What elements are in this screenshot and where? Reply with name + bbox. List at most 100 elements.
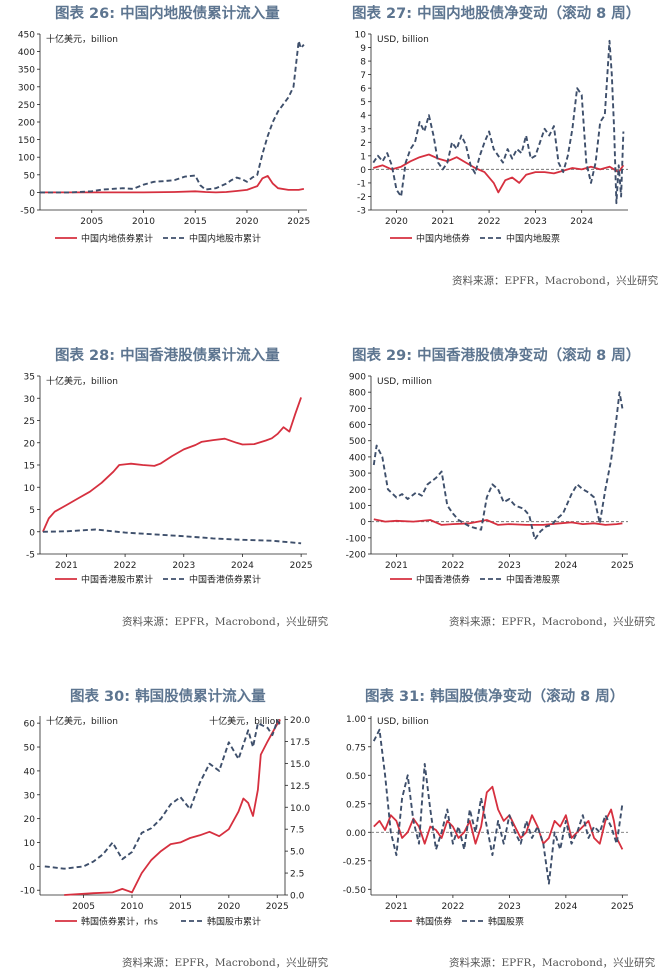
chart-31-svg: 1.00 0.75 0.50 0.25 0.00 -0.25 -0.50 2021 2022 20… [343,715,634,928]
legend-label: 韩国债券累计，rhs [81,916,158,928]
series-line-0 [373,153,625,194]
series-line-1 [372,39,625,205]
x-tick-label: 2025 [611,902,634,912]
chart-title: 图表 27: 中国内地股债净变动（滚动 8 周） [352,6,641,22]
y-tick-label: 100 [18,154,35,164]
y-tick-label: 0 [360,166,366,176]
y-right-tick-label: 0.0 [290,892,305,902]
y-tick-label: 20 [24,439,36,449]
chart-source: 资料来源：EPFR，Macrobond，兴业研究 [122,957,329,969]
y-tick-label: 450 [18,31,35,41]
x-tick-label: 2005 [72,902,95,912]
x-tick-label: 2020 [385,217,408,227]
x-tick-label: 2010 [132,217,155,227]
x-tick-label: 2025 [287,217,310,227]
unit-label: USD, billion [377,35,429,45]
chart-title: 图表 30: 韩国股债累计流入量 [70,689,266,705]
legend-label: 中国内地债券 [416,233,470,245]
x-tick-label: 2025 [611,561,634,571]
x-tick-label: 2015 [184,217,207,227]
chart-source: 资料来源：EPFR，Macrobond，兴业研究 [449,957,656,969]
y-tick-label: 3 [360,125,366,135]
y-tick-label: -2 [357,193,366,203]
chart-29-svg: 900 800 700 600 500 400 300 200 100 0 -100 -200 2021… [346,373,634,586]
x-tick-label: 2024 [231,561,254,571]
y-tick-label: -3 [357,207,366,217]
chart-26-svg: 450 400 350 300 250 200 150 100 50 0 -50 2005 2010 20… [18,31,310,245]
y-tick-label: 9 [360,44,366,54]
x-tick-label: 2005 [80,217,103,227]
x-tick-label: 2023 [498,561,521,571]
y-tick-label: 10 [24,484,36,494]
x-tick-label: 2021 [385,561,408,571]
x-tick-label: 2021 [55,561,78,571]
y-tick-label: 50 [24,171,36,181]
y-tick-label: 8 [360,58,366,68]
y-tick-label: 25 [24,417,35,427]
legend-label: 韩国债券 [416,916,452,928]
unit-label: USD, billion [377,717,429,727]
y-tick-label: 2 [360,139,366,149]
chart-title: 图表 29: 中国香港股债净变动（滚动 8 周） [352,348,641,364]
x-tick-label: 2025 [266,902,289,912]
y-tick-label: -50 [20,207,35,217]
x-tick-label: 2025 [290,561,313,571]
y-tick-label: 350 [18,66,35,76]
series-line-1 [44,719,282,870]
chart-title: 图表 26: 中国内地股债累计流入量 [55,6,280,22]
unit-label: 十亿美元，billion [46,33,118,45]
y-tick-label: -100 [346,534,367,544]
x-tick-label: 2021 [431,217,454,227]
y-tick-label: 0 [29,528,35,538]
y-tick-label: 60 [24,720,36,730]
legend-label: 韩国股市累计 [207,916,261,928]
y-tick-label: 35 [24,373,35,383]
chart-30-svg: 6050403020100-1020.017.515.012.510.07.55… [20,715,310,928]
x-tick-label: 2024 [570,217,593,227]
series-line-0 [42,397,302,533]
y-tick-label: 6 [360,85,366,95]
legend-label: 韩国股票 [488,916,524,928]
y-tick-label: 1.00 [346,715,366,725]
y-tick-label: 100 [349,502,366,512]
y-tick-label: 150 [18,136,35,146]
y-tick-label: 800 [349,389,366,399]
x-tick-label: 2022 [114,561,137,571]
y-tick-label: 50 [24,744,36,754]
unit-label: 十亿美元，billion [46,375,118,387]
y-tick-label: 40 [24,767,36,777]
chart-source: 资料来源：EPFR，Macrobond，兴业研究 [452,275,659,287]
y-tick-label: -10 [20,887,35,897]
series-line-1 [372,391,624,541]
chart-28-svg: 35 30 25 20 15 10 5 0 -5 2021 2022 2023 2024 2025 十亿美元… [24,373,313,586]
x-tick-label: 2022 [478,217,501,227]
x-tick-label: 2021 [385,902,408,912]
series-line-0 [373,518,623,526]
unit-label-right: 十亿美元，billion [209,715,281,727]
x-tick-label: 2023 [524,217,547,227]
y-tick-label: 300 [349,470,366,480]
y-right-tick-label: 12.5 [290,782,310,792]
y-right-tick-label: 20.0 [290,716,310,726]
x-tick-label: 2022 [441,902,464,912]
chart-source: 资料来源：EPFR，Macrobond，兴业研究 [449,616,656,628]
y-tick-label: -200 [346,551,367,561]
y-tick-label: 900 [349,373,366,383]
series-line-0 [40,175,305,194]
y-right-tick-label: 7.5 [290,826,304,836]
chart-source: 资料来源：EPFR，Macrobond，兴业研究 [122,616,329,628]
y-tick-label: 0.25 [346,800,366,810]
legend-label: 中国香港股市累计 [81,574,153,586]
legend-label: 中国内地股市累计 [189,233,261,245]
legend-label: 中国内地债券累计 [81,233,153,245]
series-line-1 [40,40,305,194]
y-tick-label: 10 [24,839,36,849]
y-tick-label: 400 [18,48,35,58]
x-tick-label: 2023 [172,561,195,571]
y-tick-label: 250 [18,101,35,111]
x-tick-label: 2020 [217,902,240,912]
series-line-0 [64,719,281,896]
chart-title: 图表 28: 中国香港股债累计流入量 [55,348,280,364]
y-tick-label: 0.00 [346,829,366,839]
y-tick-label: 20 [24,815,36,825]
